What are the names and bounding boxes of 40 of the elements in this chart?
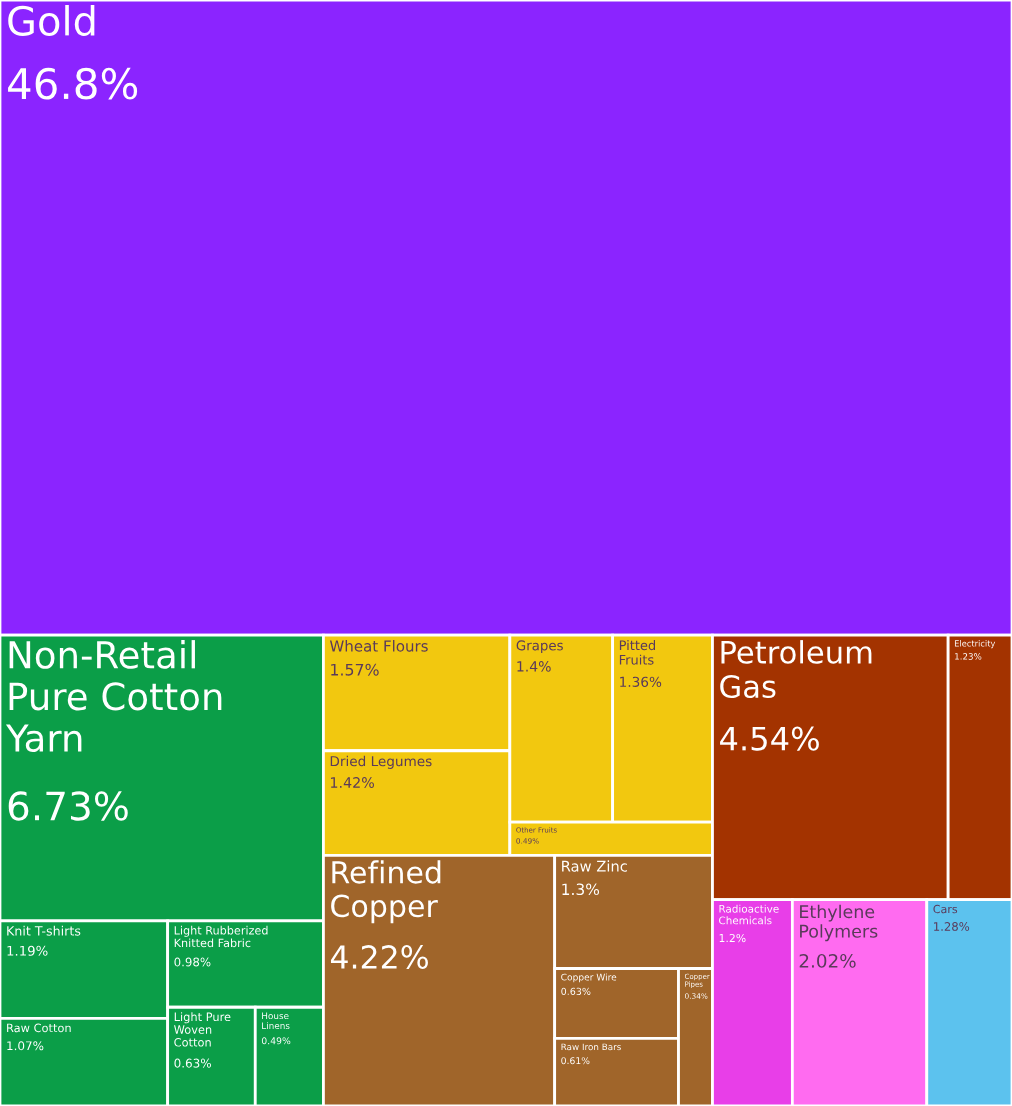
data-label: 1.3% <box>562 883 600 896</box>
category-label: Petroleum Gas <box>720 640 872 699</box>
data-label: 1.57% <box>331 663 379 676</box>
category-label: Raw Cotton <box>7 1023 71 1033</box>
data-label: 1.23% <box>955 653 982 660</box>
data-label: 0.63% <box>174 1058 211 1068</box>
category-label: Radioactive Chemicals <box>719 904 779 925</box>
data-label: 1.4% <box>517 661 551 672</box>
category-label: House Linens <box>262 1012 290 1030</box>
category-label: Electricity <box>954 640 996 649</box>
data-label: 4.22% <box>330 945 428 969</box>
category-label: Cars <box>933 904 958 914</box>
category-label: Dried Legumes <box>330 755 432 769</box>
data-label: 2.02% <box>799 953 856 968</box>
category-label: Light Rubberized Knitted Fabric <box>174 925 268 948</box>
category-label: Ethylene Polymers <box>800 904 878 942</box>
data-label: 0.61% <box>561 1057 590 1065</box>
data-label: 1.36% <box>620 676 662 687</box>
data-label: 0.49% <box>261 1037 291 1045</box>
data-label: 0.98% <box>174 957 211 967</box>
category-label: Non-Retail Pure Cotton Yarn <box>5 640 222 753</box>
data-label: 1.42% <box>331 777 375 788</box>
data-label: 46.8% <box>8 67 138 100</box>
category-label: Knit T-shirts <box>7 925 81 936</box>
data-label: 1.19% <box>7 945 48 956</box>
category-label: Light Pure Woven Cotton <box>174 1012 231 1047</box>
data-label: 0.63% <box>561 987 591 995</box>
data-label: 1.07% <box>7 1041 44 1051</box>
data-label: 6.73% <box>8 791 128 821</box>
category-label: Pitted Fruits <box>619 640 655 665</box>
data-label: 1.28% <box>934 922 970 931</box>
data-label: 4.54% <box>720 726 819 751</box>
category-label: Gold <box>8 5 95 36</box>
category-label: Copper Wire <box>561 973 617 983</box>
category-label: Raw Iron Bars <box>561 1043 621 1051</box>
category-label: Grapes <box>516 640 563 654</box>
data-label: 1.2% <box>719 933 746 943</box>
category-label: Raw Zinc <box>562 860 627 872</box>
category-label: Refined Copper <box>331 860 441 924</box>
category-label: Wheat Flours <box>329 640 428 652</box>
